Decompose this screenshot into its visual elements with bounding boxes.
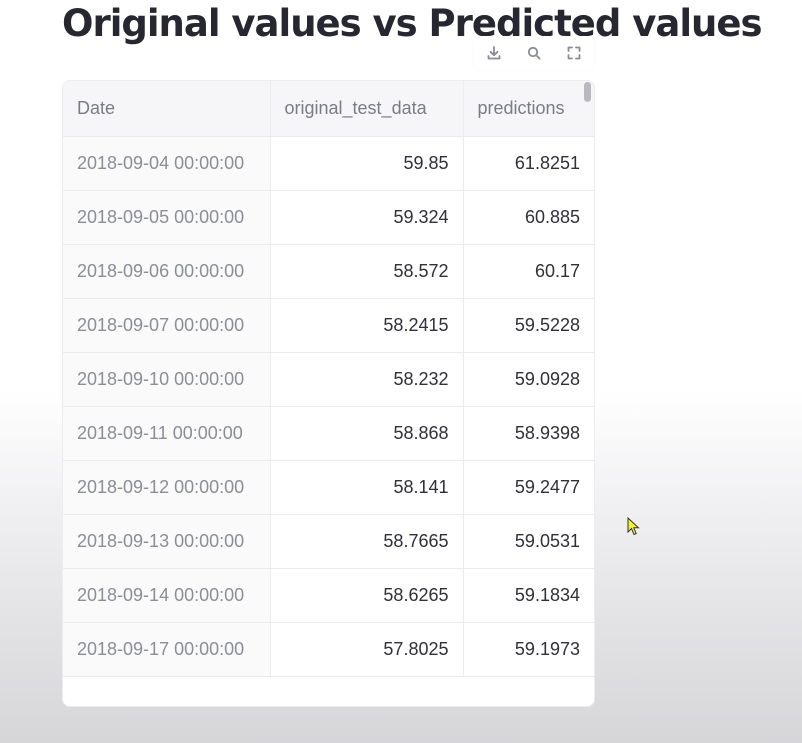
original-value-cell[interactable]: 58.6265 <box>270 568 464 623</box>
search-icon <box>527 46 541 60</box>
download-icon <box>487 46 501 60</box>
original-value-cell[interactable]: 58.2415 <box>270 298 464 353</box>
table-row: 2018-09-14 00:00:00 58.6265 59.1834 <box>63 568 594 623</box>
data-grid: Date original_test_data predictions 2018… <box>63 81 594 677</box>
original-value-cell[interactable]: 58.868 <box>270 406 464 461</box>
prediction-cell[interactable]: 59.5228 <box>463 298 594 353</box>
table-row: 2018-09-12 00:00:00 58.141 59.2477 <box>63 460 594 515</box>
date-cell[interactable]: 2018-09-17 00:00:00 <box>63 622 271 677</box>
column-header-date[interactable]: Date <box>63 81 271 137</box>
original-value-cell[interactable]: 58.572 <box>270 244 464 299</box>
header-row: Date original_test_data predictions <box>63 81 594 137</box>
prediction-cell[interactable]: 59.0531 <box>463 514 594 569</box>
prediction-cell[interactable]: 58.9398 <box>463 406 594 461</box>
date-cell[interactable]: 2018-09-06 00:00:00 <box>63 244 271 299</box>
date-cell[interactable]: 2018-09-10 00:00:00 <box>63 352 271 407</box>
download-button[interactable] <box>482 41 506 65</box>
column-header-predictions[interactable]: predictions <box>463 81 594 137</box>
prediction-cell[interactable]: 61.8251 <box>463 136 594 191</box>
mouse-pointer-icon <box>627 517 640 536</box>
original-value-cell[interactable]: 58.232 <box>270 352 464 407</box>
prediction-cell[interactable]: 59.2477 <box>463 460 594 515</box>
date-cell[interactable]: 2018-09-13 00:00:00 <box>63 514 271 569</box>
original-value-cell[interactable]: 59.85 <box>270 136 464 191</box>
prediction-cell[interactable]: 59.1834 <box>463 568 594 623</box>
date-cell[interactable]: 2018-09-11 00:00:00 <box>63 406 271 461</box>
date-cell[interactable]: 2018-09-04 00:00:00 <box>63 136 271 191</box>
prediction-cell[interactable]: 60.885 <box>463 190 594 245</box>
table-row: 2018-09-06 00:00:00 58.572 60.17 <box>63 244 594 299</box>
search-button[interactable] <box>522 41 546 65</box>
original-value-cell[interactable]: 58.7665 <box>270 514 464 569</box>
date-cell[interactable]: 2018-09-14 00:00:00 <box>63 568 271 623</box>
date-cell[interactable]: 2018-09-12 00:00:00 <box>63 460 271 515</box>
prediction-cell[interactable]: 59.0928 <box>463 352 594 407</box>
date-cell[interactable]: 2018-09-07 00:00:00 <box>63 298 271 353</box>
original-value-cell[interactable]: 59.324 <box>270 190 464 245</box>
prediction-cell[interactable]: 59.1973 <box>463 622 594 677</box>
table-row: 2018-09-07 00:00:00 58.2415 59.5228 <box>63 298 594 353</box>
fullscreen-button[interactable] <box>562 41 586 65</box>
prediction-cell[interactable]: 60.17 <box>463 244 594 299</box>
page-title: Original values vs Predicted values <box>62 2 762 45</box>
table-row: 2018-09-05 00:00:00 59.324 60.885 <box>63 190 594 245</box>
date-cell[interactable]: 2018-09-05 00:00:00 <box>63 190 271 245</box>
fullscreen-icon <box>567 46 581 60</box>
original-value-cell[interactable]: 57.8025 <box>270 622 464 677</box>
table-row: 2018-09-11 00:00:00 58.868 58.9398 <box>63 406 594 461</box>
column-header-original-test-data[interactable]: original_test_data <box>270 81 464 137</box>
dataframe-table[interactable]: Date original_test_data predictions 2018… <box>62 80 595 707</box>
original-value-cell[interactable]: 58.141 <box>270 460 464 515</box>
table-row: 2018-09-04 00:00:00 59.85 61.8251 <box>63 136 594 191</box>
table-row: 2018-09-13 00:00:00 58.7665 59.0531 <box>63 514 594 569</box>
table-row: 2018-09-10 00:00:00 58.232 59.0928 <box>63 352 594 407</box>
dataframe-toolbar <box>474 36 594 70</box>
table-scrollbar[interactable] <box>584 82 591 102</box>
table-row: 2018-09-17 00:00:00 57.8025 59.1973 <box>63 622 594 677</box>
